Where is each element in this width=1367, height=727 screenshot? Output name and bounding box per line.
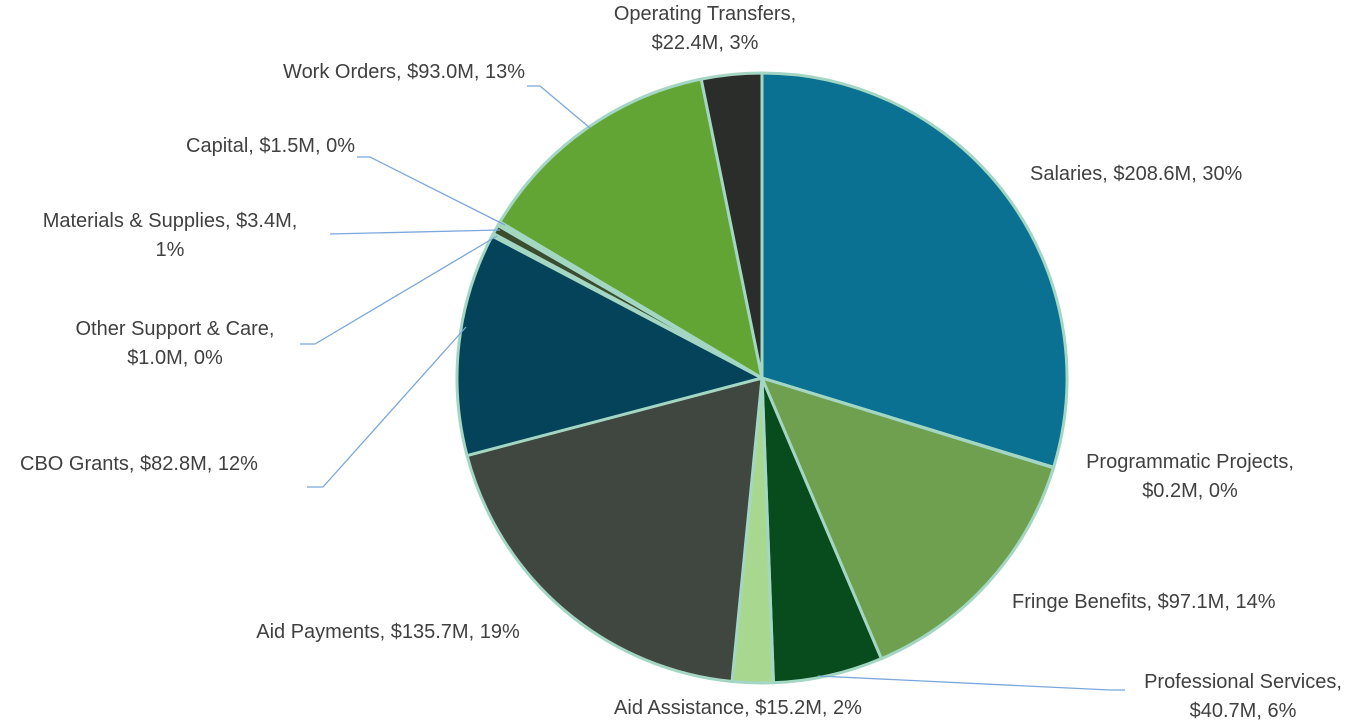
data-label-line: Operating Transfers, (614, 3, 796, 25)
data-label: Aid Assistance, $15.2M, 2% (614, 697, 862, 719)
data-label-line: Aid Assistance, $15.2M, 2% (614, 697, 862, 719)
data-label: Work Orders, $93.0M, 13% (283, 61, 525, 83)
data-label: Aid Payments, $135.7M, 19% (256, 621, 520, 643)
data-label-line: Professional Services, (1144, 671, 1342, 693)
data-label-line: 1% (156, 239, 185, 261)
data-label: CBO Grants, $82.8M, 12% (20, 453, 258, 475)
data-label-line: $22.4M, 3% (652, 32, 759, 54)
data-label-line: $0.2M, 0% (1142, 480, 1238, 502)
leader-line (357, 156, 506, 226)
pie-slice (497, 77, 765, 382)
data-label-line: $1.0M, 0% (127, 347, 223, 369)
pie-slice (699, 71, 764, 379)
data-label: Professional Services, $40.7M, 6% (1144, 671, 1342, 722)
data-label: Materials & Supplies, $3.4M, 1% (43, 210, 298, 261)
data-label: Salaries, $208.6M, 30% (1030, 163, 1243, 185)
data-label-line: Programmatic Projects, (1086, 451, 1294, 473)
data-label-line: Other Support & Care, (76, 318, 275, 340)
leader-line (329, 229, 501, 235)
data-label: Fringe Benefits, $97.1M, 14% (1012, 591, 1276, 613)
data-label-line: Materials & Supplies, $3.4M, (43, 210, 298, 232)
data-label-line: Capital, $1.5M, 0% (186, 135, 355, 157)
data-label: Operating Transfers, $22.4M, 3% (614, 3, 796, 54)
leader-line (817, 675, 1125, 691)
leader-line (307, 326, 467, 488)
data-label: Programmatic Projects, $0.2M, 0% (1086, 451, 1294, 502)
leader-line (300, 235, 498, 345)
data-label: Other Support & Care, $1.0M, 0% (76, 318, 275, 369)
pie-slice (760, 71, 1069, 470)
leader-line (527, 85, 591, 129)
pie-slice (759, 375, 1056, 661)
data-label-line: $40.7M, 6% (1190, 700, 1297, 722)
pie-slice (465, 376, 764, 684)
data-label-line: Fringe Benefits, $97.1M, 14% (1012, 591, 1276, 613)
pie-slice (455, 233, 767, 458)
data-label-line: Aid Payments, $135.7M, 19% (256, 621, 520, 643)
data-label-line: Salaries, $208.6M, 30% (1030, 163, 1243, 185)
data-label-line: CBO Grants, $82.8M, 12% (20, 453, 258, 475)
data-label-line: Work Orders, $93.0M, 13% (283, 61, 525, 83)
data-label: Capital, $1.5M, 0% (186, 135, 355, 157)
